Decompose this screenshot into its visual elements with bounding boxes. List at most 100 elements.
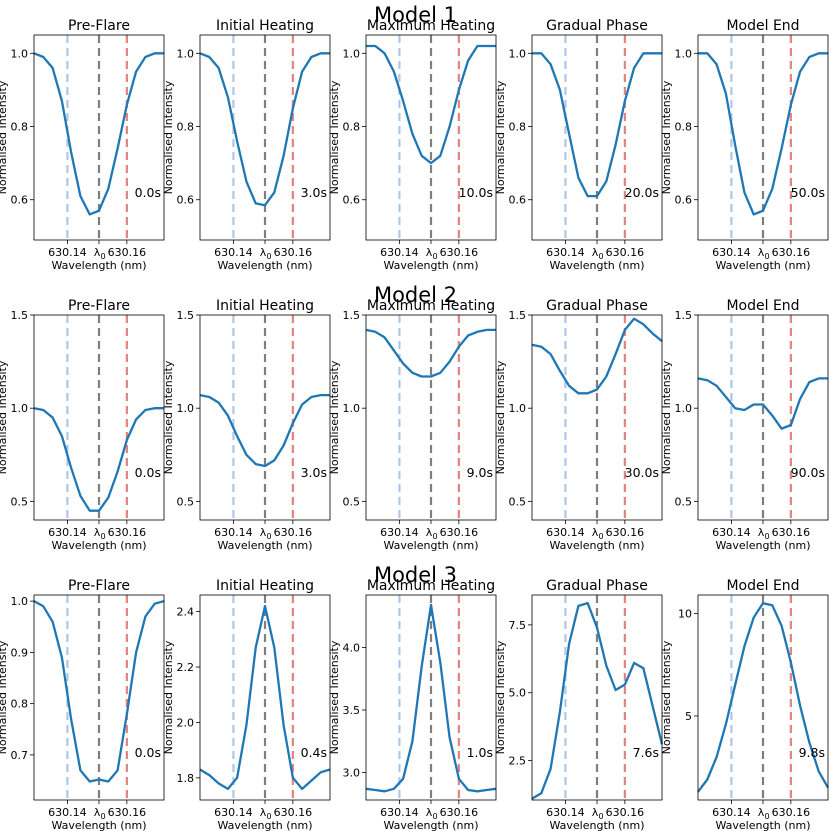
y-tick-label: 0.8 [11,121,29,134]
x-tick-label: 630.16 [108,806,147,819]
x-tick-label: 630.14 [380,806,419,819]
y-tick-label: 0.5 [11,495,29,508]
y-tick-label: 1.0 [177,402,195,415]
model-title: Model 1 [374,3,457,27]
x-tick-label-center-subscript: 0 [266,252,271,261]
y-tick-label: 5 [685,710,692,723]
x-tick-label-center-subscript: 0 [598,812,603,821]
x-tick-label-center: λ [592,806,599,819]
y-tick-label: 0.8 [177,121,195,134]
x-tick-label-center-subscript: 0 [266,532,271,541]
y-tick-label: 1.0 [11,595,29,608]
y-tick-label: 2.0 [177,716,195,729]
y-tick-label: 4.0 [343,642,361,655]
time-label: 3.0s [301,185,327,200]
y-axis-label: Normalised Intensity [494,640,507,754]
y-tick-label: 0.8 [343,121,361,134]
y-tick-label: 1.0 [343,47,361,60]
x-tick-label-center: λ [592,526,599,539]
y-tick-label: 1.8 [177,772,195,785]
x-tick-label-center: λ [94,806,101,819]
x-tick-label: 630.14 [214,526,253,539]
x-tick-label: 630.16 [606,246,645,259]
y-tick-label: 1.5 [11,309,29,322]
panel-title: Pre-Flare [68,578,130,594]
y-axis-label: Normalised Intensity [660,80,673,194]
y-tick-label: 0.6 [177,194,195,207]
x-tick-label: 630.16 [440,246,479,259]
time-label: 3.0s [301,465,327,480]
x-axis-label: Wavelength (nm) [383,539,478,552]
x-axis-label: Wavelength (nm) [383,819,478,831]
series-line [199,604,331,791]
y-tick-label: 0.7 [11,749,29,762]
x-tick-label: 630.16 [772,526,811,539]
time-label: 1.0s [467,745,493,760]
y-tick-label: 1.0 [11,47,29,60]
x-tick-label-center-subscript: 0 [100,812,105,821]
x-tick-label-center: λ [758,246,765,259]
x-axis-label: Wavelength (nm) [715,819,810,831]
x-tick-label: 630.16 [772,246,811,259]
x-tick-label: 630.16 [606,806,645,819]
y-tick-label: 0.5 [675,495,693,508]
y-tick-label: 1.5 [177,309,195,322]
x-axis-label: Wavelength (nm) [549,259,644,272]
y-tick-label: 1.0 [11,402,29,415]
x-tick-label: 630.16 [440,806,479,819]
x-tick-label-center: λ [94,246,101,259]
x-tick-label-center-subscript: 0 [598,252,603,261]
x-tick-label: 630.16 [772,806,811,819]
y-tick-label: 0.6 [343,194,361,207]
time-label: 50.0s [791,185,825,200]
y-tick-label: 1.0 [675,402,693,415]
x-tick-label: 630.14 [380,246,419,259]
x-tick-label-center-subscript: 0 [100,252,105,261]
y-tick-label: 0.6 [509,194,527,207]
panel-title: Maximum Heating [367,578,495,594]
time-label: 0.0s [135,185,161,200]
model-title: Model 3 [374,563,457,587]
x-tick-label-center-subscript: 0 [432,812,437,821]
x-tick-label-center-subscript: 0 [266,812,271,821]
x-tick-label: 630.14 [546,806,585,819]
panel-title: Gradual Phase [546,578,648,594]
x-tick-label: 630.16 [274,526,313,539]
x-tick-label: 630.14 [48,526,87,539]
y-tick-label: 0.5 [343,495,361,508]
x-tick-label: 630.14 [48,806,87,819]
x-tick-label: 630.14 [546,526,585,539]
x-tick-label-center: λ [758,526,765,539]
panel-title: Initial Heating [216,298,314,314]
x-tick-label-center: λ [758,806,765,819]
time-label: 90.0s [791,465,825,480]
panel-title: Initial Heating [216,18,314,34]
y-tick-label: 1.0 [509,47,527,60]
y-axis-label: Normalised Intensity [328,80,341,194]
y-axis-label: Normalised Intensity [162,640,175,754]
x-tick-label-center-subscript: 0 [764,812,769,821]
time-label: 30.0s [625,465,659,480]
y-axis-label: Normalised Intensity [162,360,175,474]
x-tick-label-center: λ [426,246,433,259]
x-axis-label: Wavelength (nm) [217,259,312,272]
y-tick-label: 2.2 [177,661,195,674]
y-axis-label: Normalised Intensity [162,80,175,194]
y-axis-label: Normalised Intensity [494,360,507,474]
x-tick-label-center: λ [426,526,433,539]
x-axis-label: Wavelength (nm) [51,539,146,552]
panel-title: Pre-Flare [68,298,130,314]
x-tick-label-center: λ [592,246,599,259]
y-tick-label: 10 [678,607,692,620]
x-tick-label: 630.16 [606,526,645,539]
x-tick-label: 630.16 [274,246,313,259]
x-tick-label-center: λ [260,526,267,539]
y-tick-label: 0.5 [509,495,527,508]
x-axis-label: Wavelength (nm) [549,819,644,831]
y-tick-label: 2.4 [177,606,195,619]
